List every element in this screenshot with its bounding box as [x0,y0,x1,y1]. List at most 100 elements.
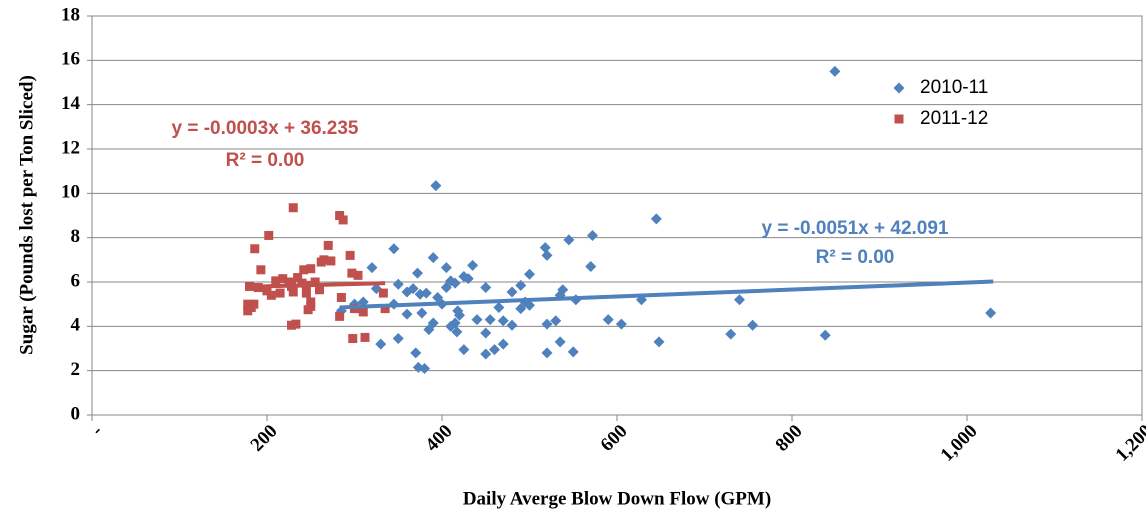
point [275,288,285,298]
x-axis-title: Daily Averge Blow Down Flow (GPM) [463,488,771,509]
point [264,230,274,240]
point [615,318,627,330]
point [819,329,831,341]
legend-label: 2010-11 [920,77,988,98]
point [458,344,470,356]
point [493,301,505,313]
point [462,273,474,285]
point [412,267,423,279]
y-tick-label: 4 [71,315,81,336]
point [427,317,439,329]
point [287,320,296,330]
point [480,282,492,294]
legend-label: 2011-12 [920,108,988,129]
point [471,314,483,326]
point [602,314,614,326]
y-tick-label: 8 [71,226,81,247]
trendline-r2: R² = 0.00 [226,150,305,171]
point [497,315,509,327]
point [360,332,370,342]
point [380,304,390,314]
point [358,307,368,317]
point [445,320,457,332]
x-tick-label: 800 [772,421,807,456]
y-axis-title: Sugar (Pounds lost per Ton Sliced) [16,75,37,355]
point [315,285,324,295]
point [335,311,345,321]
point [401,308,413,320]
point [256,265,266,275]
point [554,336,566,348]
y-tick-label: 14 [61,93,81,114]
trendline-r2: R² = 0.00 [816,247,895,268]
point [293,273,303,283]
point [392,278,404,290]
x-tick-label: 1,000 [937,421,982,466]
point [416,307,428,319]
point [515,279,527,291]
point [541,249,553,261]
x-tick-label: - [87,421,106,440]
point [250,244,260,254]
y-tick-label: 12 [61,137,80,158]
point [734,294,745,306]
point [539,242,551,254]
y-tick-label: 0 [71,403,81,424]
point [288,287,298,297]
legend-marker [893,82,905,94]
trendline-equation: y = -0.0051x + 42.091 [762,218,949,239]
point [388,243,400,255]
point [524,268,535,280]
trendline [245,281,386,289]
point [541,318,553,330]
point [353,270,363,280]
point [410,347,422,359]
point [288,203,298,213]
point [541,347,553,359]
point [423,324,435,336]
point [430,180,442,192]
point [278,274,288,284]
x-tick-label: 600 [597,421,632,456]
point [489,344,500,356]
plot-border [91,15,1143,416]
y-tick-label: 18 [61,4,80,25]
y-tick-label: 16 [61,49,80,70]
point [303,305,313,315]
y-tick-label: 10 [61,182,80,203]
point [567,346,579,358]
point [725,328,737,340]
point [375,338,387,350]
point [467,259,479,271]
point [348,334,358,344]
y-tick-label: 6 [71,270,81,291]
point [451,326,463,338]
point [301,288,311,298]
x-tick-label: 200 [247,421,282,456]
point [316,257,326,267]
legend-marker [894,114,904,124]
point [326,256,336,266]
x-tick-label: 400 [422,421,457,456]
point [427,252,439,264]
point [515,303,527,315]
y-tick-label: 2 [71,359,81,380]
point [585,260,597,272]
point [653,336,665,348]
point [454,309,465,321]
point [497,338,509,350]
point [266,290,276,300]
point [336,293,346,303]
point [271,276,281,286]
point [419,362,430,374]
point [243,306,253,316]
point [345,250,355,260]
point [310,277,320,287]
point [524,299,535,311]
point [506,319,518,331]
point [366,262,378,274]
point [347,268,357,278]
point [480,327,492,339]
point [338,215,348,225]
